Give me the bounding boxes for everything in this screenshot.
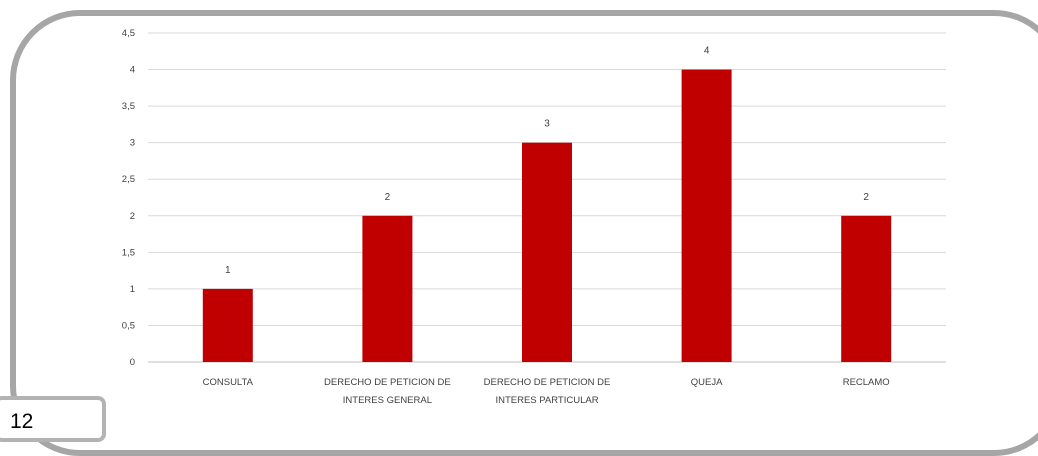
y-tick-label: 0: [130, 357, 135, 368]
y-tick-label: 2: [130, 211, 135, 222]
category-label: DERECHO DE PETICION DE: [324, 377, 451, 388]
category-label: INTERES GENERAL: [343, 395, 432, 406]
bar: [362, 215, 413, 362]
y-tick-label: 1,5: [122, 247, 135, 258]
y-tick-label: 4,5: [122, 28, 135, 39]
bars: [202, 69, 892, 363]
category-label: INTERES PARTICULAR: [495, 395, 598, 406]
y-tick-label: 3: [130, 138, 135, 149]
y-tick-label: 0,5: [122, 320, 135, 331]
data-label: 1: [225, 265, 231, 276]
y-tick-label: 2,5: [122, 174, 135, 185]
bar: [202, 288, 253, 362]
y-tick-label: 4: [130, 65, 135, 76]
category-label: DERECHO DE PETICION DE: [484, 377, 611, 388]
category-label: QUEJA: [691, 377, 723, 388]
y-axis-ticks: 0 0,5 1 1,5 2 2,5 3 3,5 4 4,5: [122, 28, 135, 368]
data-label: 2: [863, 192, 869, 203]
y-tick-label: 1: [130, 284, 135, 295]
page-number: 12: [10, 410, 34, 433]
bar: [841, 215, 892, 362]
category-label: RECLAMO: [843, 377, 890, 388]
data-label: 4: [704, 46, 710, 57]
category-label: CONSULTA: [203, 377, 254, 388]
data-label: 3: [544, 119, 550, 130]
bar: [522, 142, 572, 362]
y-tick-label: 3,5: [122, 101, 135, 112]
x-axis-categories: CONSULTA DERECHO DE PETICION DE INTERES GE…: [203, 377, 890, 406]
data-label: 2: [385, 192, 391, 203]
data-labels: 1 2 3 4 2: [225, 46, 869, 276]
bar: [681, 69, 732, 363]
bar-chart: 0 0,5 1 1,5 2 2,5 3 3,5 4 4,5 1 2 3 4 2 CONSULTA DEREC…: [122, 28, 946, 406]
